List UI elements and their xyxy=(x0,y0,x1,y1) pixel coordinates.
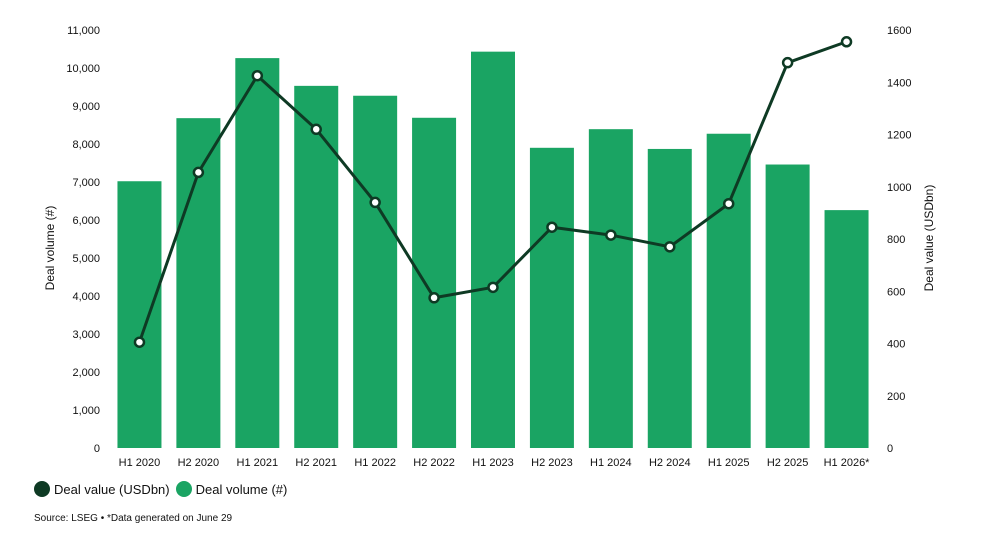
x-tick-label: H2 2021 xyxy=(295,457,337,469)
point-deal-value-7 xyxy=(546,221,558,233)
legend: Deal value (USDbn) Deal volume (#) xyxy=(34,481,293,497)
legend-swatch-green xyxy=(175,481,192,497)
right-tick-label: 0 xyxy=(887,443,893,455)
right-tick-label: 1400 xyxy=(887,77,911,89)
left-axis-title: Deal volume (#) xyxy=(43,206,57,291)
bar-deal-volume-6 xyxy=(471,51,515,448)
x-tick-label: H2 2024 xyxy=(649,457,691,469)
bar-deal-volume-11 xyxy=(765,164,810,448)
bar-deal-volume-4 xyxy=(353,95,398,449)
bar-deal-volume-12 xyxy=(824,210,869,448)
right-tick-label: 800 xyxy=(887,234,905,246)
legend-item-deal-volume: Deal volume (#) xyxy=(175,481,288,497)
left-tick-label: 1,000 xyxy=(72,405,100,417)
bar-deal-volume-9 xyxy=(647,148,692,448)
point-deal-value-11 xyxy=(781,56,794,69)
x-tick-label: H1 2021 xyxy=(237,457,279,469)
x-tick-label: H1 2026* xyxy=(824,457,871,469)
left-tick-label: 3,000 xyxy=(72,329,100,341)
point-deal-value-1 xyxy=(192,166,205,179)
left-tick-label: 4,000 xyxy=(72,291,100,303)
point-deal-value-0 xyxy=(133,336,146,348)
right-tick-label: 400 xyxy=(887,339,905,351)
x-tick-label: H2 2020 xyxy=(178,457,220,469)
right-axis: 0 200 400 600 800 1000 1200 1400 1600 xyxy=(887,25,911,455)
line-layer xyxy=(133,36,853,348)
left-tick-label: 10,000 xyxy=(66,63,100,75)
left-tick-label: 7,000 xyxy=(72,177,100,189)
bar-deal-volume-3 xyxy=(294,85,339,449)
point-deal-value-8 xyxy=(605,229,617,241)
legend-label-deal-volume: Deal volume (#) xyxy=(195,481,288,497)
right-tick-label: 600 xyxy=(887,286,905,298)
bar-deal-volume-7 xyxy=(529,147,574,449)
right-tick-label: 1600 xyxy=(887,25,911,37)
bar-deal-volume-2 xyxy=(235,58,280,449)
legend-item-deal-value: Deal value (USDbn) xyxy=(34,481,170,497)
point-deal-value-6 xyxy=(487,281,499,294)
left-axis: 0 1,000 2,000 3,000 4,000 5,000 6,000 7,000 8,00… xyxy=(66,25,100,455)
x-tick-label: H1 2024 xyxy=(590,457,632,469)
right-tick-label: 1200 xyxy=(887,130,911,142)
x-tick-label: H2 2025 xyxy=(767,457,809,469)
point-deal-value-10 xyxy=(722,197,735,210)
bar-deal-volume-5 xyxy=(412,117,457,448)
bar-deal-volume-10 xyxy=(706,133,751,449)
left-tick-label: 8,000 xyxy=(72,139,100,151)
left-tick-label: 0 xyxy=(94,443,100,455)
bars-layer xyxy=(117,51,869,449)
legend-label-deal-value: Deal value (USDbn) xyxy=(54,481,170,497)
left-tick-label: 2,000 xyxy=(72,367,100,379)
x-tick-label: H1 2022 xyxy=(354,457,396,469)
x-tick-label: H1 2020 xyxy=(119,457,161,469)
bar-deal-volume-8 xyxy=(588,129,633,448)
left-tick-label: 6,000 xyxy=(72,215,100,227)
left-tick-label: 5,000 xyxy=(72,253,100,265)
point-deal-value-2 xyxy=(251,69,264,82)
left-tick-label: 11,000 xyxy=(67,25,100,37)
right-axis-title: Deal value (USDbn) xyxy=(922,185,936,292)
bar-deal-volume-0 xyxy=(117,181,162,449)
x-tick-label: H1 2025 xyxy=(708,457,750,469)
point-deal-value-9 xyxy=(664,241,676,253)
source-note: Source: LSEG • *Data generated on June 2… xyxy=(34,513,233,524)
x-tick-label: H2 2022 xyxy=(413,457,455,469)
x-tick-label: H2 2023 xyxy=(531,457,573,469)
left-tick-label: 9,000 xyxy=(72,101,100,113)
right-tick-label: 200 xyxy=(887,391,905,403)
point-deal-value-3 xyxy=(310,123,322,136)
point-deal-value-4 xyxy=(369,196,381,209)
x-tick-label: H1 2023 xyxy=(472,457,514,469)
legend-swatch-dark-green xyxy=(34,481,50,497)
point-deal-value-12 xyxy=(840,36,853,48)
x-axis: H1 2020 H2 2020 H1 2021 H2 2021 H1 2022 H2 20… xyxy=(119,457,871,469)
point-deal-value-5 xyxy=(428,292,440,304)
combo-chart: 0 1,000 2,000 3,000 4,000 5,000 6,000 7,000 8,00… xyxy=(43,25,936,469)
right-tick-label: 1000 xyxy=(887,182,911,194)
